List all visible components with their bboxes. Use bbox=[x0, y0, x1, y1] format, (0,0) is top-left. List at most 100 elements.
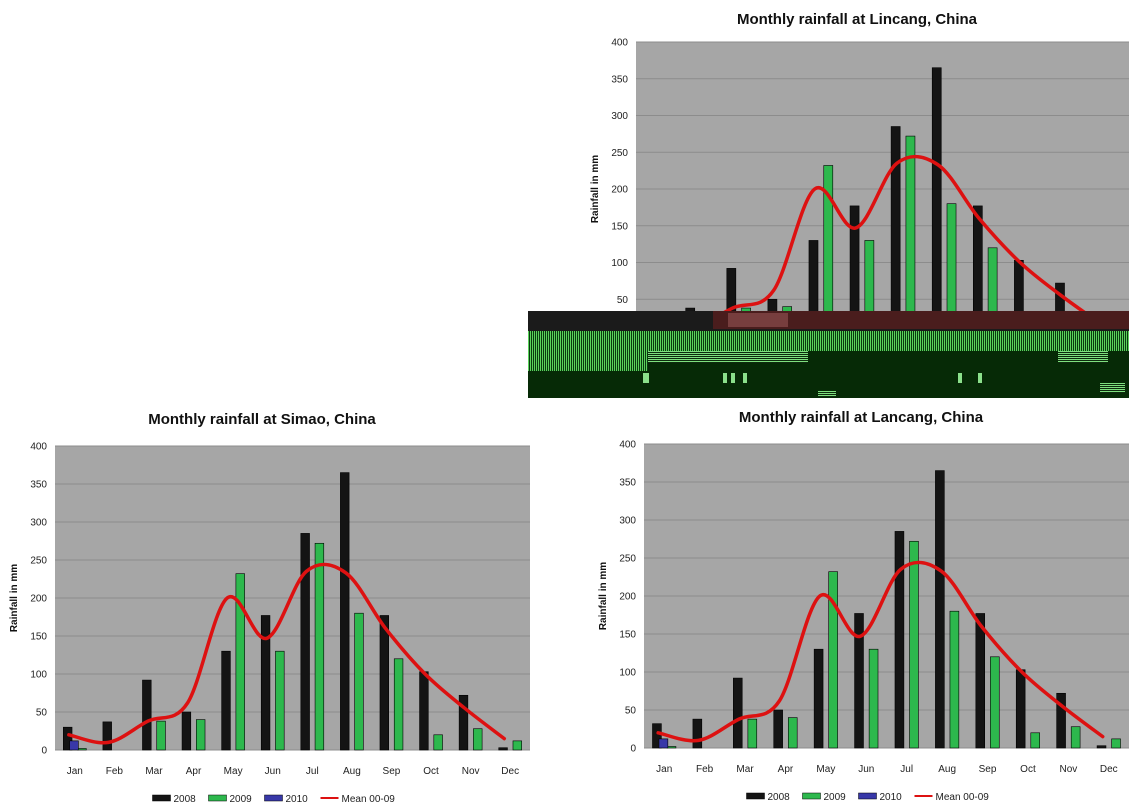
x-tick-label: Nov bbox=[1059, 764, 1077, 775]
y-tick-label: 150 bbox=[30, 632, 47, 643]
chart-title: Monthly rainfall at Simao, China bbox=[148, 411, 376, 428]
bar-2009 bbox=[77, 748, 87, 751]
x-tick-label: Jun bbox=[858, 764, 874, 775]
bar-2008 bbox=[890, 126, 901, 337]
bar-2009 bbox=[473, 728, 483, 751]
bar-2008 bbox=[652, 723, 662, 749]
legend-swatch bbox=[802, 792, 821, 800]
x-tick-label: Jan bbox=[67, 766, 83, 777]
bar-2008 bbox=[813, 648, 824, 749]
chart-simao: Monthly rainfall at Simao, China 0 50 100 15… bbox=[0, 400, 545, 810]
bar-2008 bbox=[419, 671, 429, 751]
x-tick-label: Mar bbox=[736, 764, 754, 775]
bar-2008 bbox=[498, 747, 508, 751]
x-tick-label: Oct bbox=[423, 766, 439, 777]
bar-2008 bbox=[931, 67, 942, 337]
x-tick-label: Nov bbox=[462, 766, 480, 777]
x-tick-label: Jul bbox=[306, 766, 319, 777]
bar-2009 bbox=[1030, 732, 1040, 749]
y-tick-label: 250 bbox=[619, 554, 636, 565]
x-tick-label: Feb bbox=[696, 764, 714, 775]
bar-2008 bbox=[63, 726, 73, 751]
legend-swatch bbox=[746, 792, 765, 800]
bar-2009 bbox=[393, 658, 404, 751]
bar-2008 bbox=[1056, 692, 1066, 749]
bar-2008 bbox=[142, 679, 152, 751]
legend-swatch bbox=[858, 792, 877, 800]
bar-2008 bbox=[181, 711, 192, 751]
y-tick-label: 200 bbox=[611, 185, 628, 196]
bar-2009 bbox=[314, 542, 325, 751]
x-tick-label: Oct bbox=[1020, 764, 1036, 775]
bar-2009 bbox=[828, 571, 838, 749]
bar-2008 bbox=[300, 533, 310, 751]
legend-label: Mean 00-09 bbox=[342, 794, 396, 805]
rendering-artifact-band bbox=[528, 311, 1129, 398]
bar-2009 bbox=[747, 718, 758, 749]
bar-2008 bbox=[692, 718, 703, 749]
chart-title: Monthly rainfall at Lincang, China bbox=[737, 11, 978, 28]
bar-2010 bbox=[658, 738, 669, 749]
x-tick-label: Apr bbox=[778, 764, 794, 775]
legend-label: 2010 bbox=[286, 794, 309, 805]
legend-swatch bbox=[152, 794, 171, 802]
bar-2008 bbox=[975, 613, 986, 749]
x-tick-label: Dec bbox=[501, 766, 519, 777]
bar-2009 bbox=[666, 746, 677, 749]
bar-2008 bbox=[340, 472, 350, 751]
x-tick-label: May bbox=[224, 766, 243, 777]
bar-2008 bbox=[260, 615, 271, 751]
y-tick-label: 350 bbox=[619, 478, 636, 489]
chart-svg: Monthly rainfall at Lancang, China 0 50 100… bbox=[598, 409, 1129, 803]
legend-label: Mean 00-09 bbox=[936, 792, 990, 803]
bar-2008 bbox=[1096, 745, 1107, 749]
legend-label: 2008 bbox=[174, 794, 197, 805]
legend-label: 2009 bbox=[824, 792, 847, 803]
y-tick-label: 300 bbox=[30, 518, 47, 529]
x-tick-label: Jun bbox=[265, 766, 281, 777]
bar-2008 bbox=[733, 677, 743, 749]
bar-2009 bbox=[354, 612, 364, 751]
x-tick-label: Jan bbox=[656, 764, 672, 775]
y-tick-label: 0 bbox=[41, 746, 47, 757]
y-tick-label: 250 bbox=[611, 148, 628, 159]
bar-2009 bbox=[275, 650, 285, 751]
bar-2009 bbox=[905, 135, 916, 337]
x-tick-label: Aug bbox=[343, 766, 361, 777]
bar-2008 bbox=[458, 694, 469, 751]
mean-line bbox=[67, 562, 507, 745]
mean-line bbox=[648, 154, 1105, 331]
y-tick-label: 0 bbox=[630, 744, 636, 755]
y-tick-label: 50 bbox=[36, 708, 48, 719]
y-tick-label: 150 bbox=[619, 630, 636, 641]
bar-2009 bbox=[909, 540, 919, 749]
bar-2009 bbox=[1111, 738, 1121, 749]
y-tick-label: 100 bbox=[619, 668, 636, 679]
bar-2008 bbox=[102, 721, 112, 751]
legend-label: 2010 bbox=[880, 792, 903, 803]
y-tick-label: 250 bbox=[30, 556, 47, 567]
bar-2008 bbox=[379, 615, 389, 751]
y-axis-label: Rainfall in mm bbox=[9, 564, 20, 632]
legend-label: 2008 bbox=[768, 792, 791, 803]
x-tick-label: Sep bbox=[979, 764, 997, 775]
y-axis-label: Rainfall in mm bbox=[598, 562, 609, 630]
x-tick-label: Jul bbox=[900, 764, 913, 775]
bar-2008 bbox=[935, 470, 945, 749]
bar-2008 bbox=[1015, 669, 1026, 749]
chart-svg: Monthly rainfall at Simao, China 0 50 100 15… bbox=[9, 411, 530, 805]
x-tick-label: May bbox=[816, 764, 835, 775]
y-tick-label: 300 bbox=[619, 516, 636, 527]
bar-2009 bbox=[235, 573, 245, 751]
bar-2010 bbox=[69, 740, 79, 751]
chart-title: Monthly rainfall at Lancang, China bbox=[739, 409, 984, 426]
y-tick-label: 400 bbox=[30, 442, 47, 453]
y-tick-label: 100 bbox=[611, 258, 628, 269]
x-tick-label: Apr bbox=[186, 766, 202, 777]
y-tick-label: 400 bbox=[619, 440, 636, 451]
bar-2008 bbox=[221, 650, 231, 751]
bar-2008 bbox=[773, 709, 783, 749]
y-tick-label: 400 bbox=[611, 38, 628, 49]
chart-lancang: Monthly rainfall at Lancang, China 0 50 100… bbox=[598, 400, 1129, 810]
artifact-graphic bbox=[528, 311, 1129, 398]
